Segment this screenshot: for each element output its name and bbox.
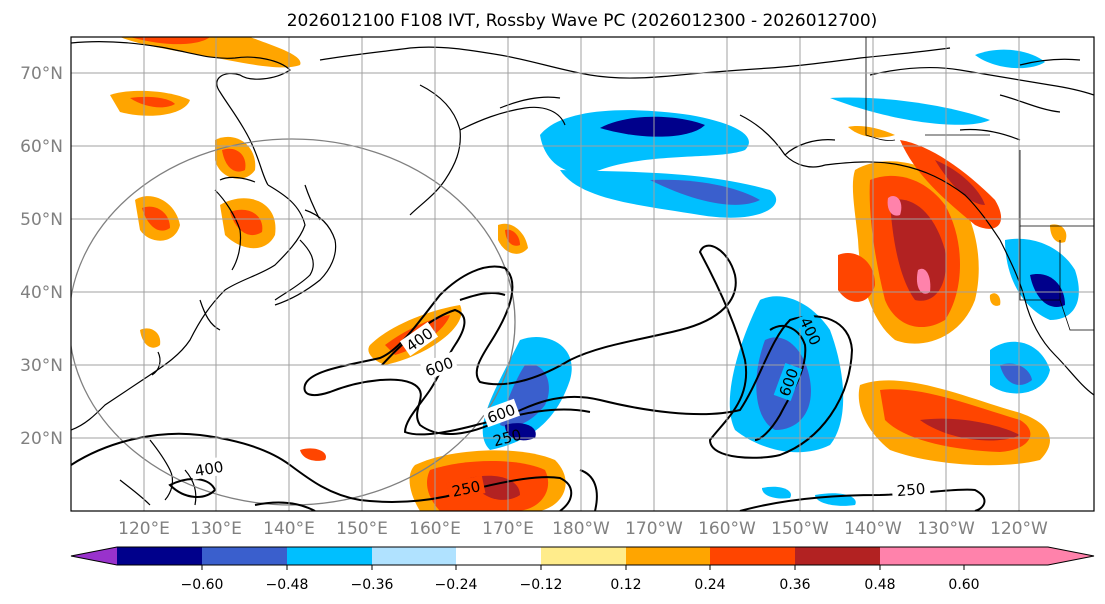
lon-label: 130°W — [917, 519, 975, 539]
latitude-labels: 70°N 60°N 50°N 40°N 30°N 20°N — [20, 64, 63, 449]
colorbar-tick-label: −0.24 — [435, 577, 478, 593]
graticule — [71, 37, 1094, 511]
lon-label: 140°E — [263, 519, 315, 539]
colorbar-segment — [117, 547, 202, 565]
colorbar-segment — [795, 547, 880, 565]
colorbar-tick-label: 0.60 — [948, 577, 979, 593]
colorbar-segment — [541, 547, 626, 565]
lon-label: 130°E — [190, 519, 242, 539]
great-circle — [71, 138, 516, 506]
colorbar-segment — [880, 547, 964, 565]
contour-label: 250 — [896, 480, 926, 500]
lat-label-40n: 40°N — [20, 283, 63, 303]
colorbar-tick-label: 0.12 — [610, 577, 641, 593]
colorbar-tick-label: 0.24 — [694, 577, 725, 593]
lon-label: 170°E — [482, 519, 534, 539]
longitude-labels: 120°E 130°E 140°E 150°E 160°E 170°E 180°… — [118, 519, 1048, 539]
colorbar: −0.60 −0.48 −0.36 −0.24 −0.12 0.12 0.24 … — [70, 546, 1095, 593]
lat-label-50n: 50°N — [20, 210, 63, 230]
lon-label: 180°W — [552, 519, 610, 539]
colorbar-segment — [456, 547, 541, 565]
lon-label: 150°W — [771, 519, 829, 539]
colorbar-segment — [202, 547, 287, 565]
colorbar-tick-label: −0.36 — [351, 577, 394, 593]
colorbar-segment — [626, 547, 710, 565]
colorbar-ticks: −0.60 −0.48 −0.36 −0.24 −0.12 0.12 0.24 … — [181, 565, 980, 593]
lat-label-70n: 70°N — [20, 64, 63, 84]
colorbar-segment — [372, 547, 456, 565]
lon-label: 140°W — [844, 519, 902, 539]
colorbar-outline — [70, 546, 1095, 566]
positive-anomaly-shading — [110, 37, 1067, 511]
lat-label-20n: 20°N — [20, 429, 63, 449]
lon-label: 160°W — [698, 519, 756, 539]
colorbar-segment — [287, 547, 372, 565]
lon-label: 160°E — [409, 519, 461, 539]
colorbar-tick-label: −0.60 — [181, 577, 224, 593]
lat-label-30n: 30°N — [20, 356, 63, 376]
colorbar-extension-min — [71, 547, 117, 565]
lat-label-60n: 60°N — [20, 137, 63, 157]
lon-label: 120°E — [118, 519, 170, 539]
colorbar-tick-label: −0.48 — [266, 577, 309, 593]
contour-label: 400 — [194, 458, 225, 481]
map-frame — [70, 36, 1095, 512]
borders — [865, 37, 1094, 331]
colorbar-tick-label: 0.36 — [779, 577, 810, 593]
lon-label: 150°E — [336, 519, 388, 539]
figure-title: 2026012100 F108 IVT, Rossby Wave PC (202… — [287, 11, 878, 31]
map-panel: 400 600 600 250 400 600 400 250 250 — [70, 36, 1095, 512]
lon-label: 170°W — [625, 519, 683, 539]
contour-label: 250 — [450, 477, 482, 501]
colorbar-segment — [710, 547, 795, 565]
lon-label: 120°W — [990, 519, 1048, 539]
colorbar-extension-max — [964, 547, 1094, 565]
colorbar-tick-label: −0.12 — [520, 577, 563, 593]
colorbar-tick-label: 0.48 — [864, 577, 895, 593]
